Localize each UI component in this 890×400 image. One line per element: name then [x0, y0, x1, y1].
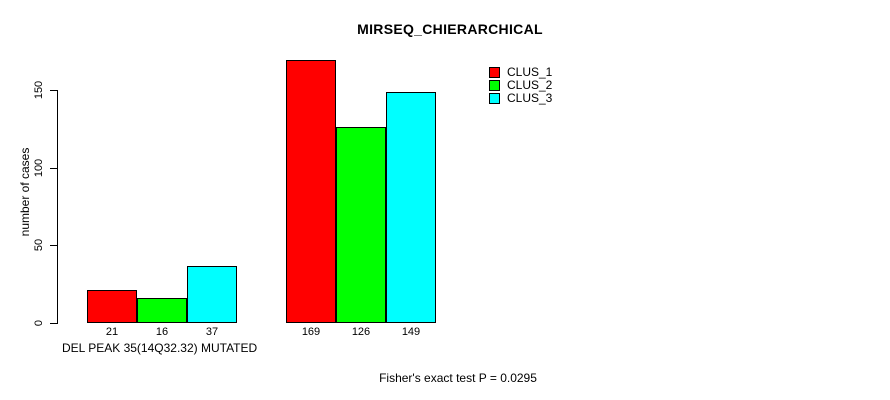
bar-value-label: 169	[301, 326, 321, 338]
legend-swatch-clus_3	[489, 92, 500, 104]
legend-swatch-clus_2	[489, 79, 500, 91]
legend: CLUS_1 CLUS_2 CLUS_3	[489, 65, 553, 105]
y-tick-label: 0	[33, 319, 45, 327]
legend-row-clus_2: CLUS_2	[489, 78, 553, 92]
bar-value-label: 126	[351, 326, 371, 338]
legend-label: CLUS_2	[507, 78, 553, 92]
bar-clus_3-group-2	[386, 92, 436, 323]
y-tick-label: 100	[33, 158, 45, 178]
x-axis-label: DEL PEAK 35(14Q32.32) MUTATED	[62, 341, 258, 355]
bar-clus_3-group-1	[187, 266, 237, 323]
y-axis-line	[57, 90, 58, 324]
bar-value-label: 16	[155, 326, 169, 338]
y-tick-label: 150	[33, 80, 45, 100]
bar-value-label: 37	[205, 326, 219, 338]
legend-swatch-clus_1	[489, 66, 500, 78]
y-tick	[50, 90, 58, 91]
legend-row-clus_1: CLUS_1	[489, 65, 553, 79]
bar-clus_2-group-2	[336, 127, 386, 323]
y-tick	[50, 168, 58, 169]
y-tick	[50, 245, 58, 246]
y-tick	[50, 323, 58, 324]
bar-clus_1-group-2	[286, 60, 336, 323]
annotation-fishers-test: Fisher's exact test P = 0.0295	[379, 371, 537, 385]
bar-clus_1-group-1	[87, 290, 137, 323]
bar-clus_2-group-1	[137, 298, 187, 323]
legend-label: CLUS_1	[507, 65, 553, 79]
legend-row-clus_3: CLUS_3	[489, 91, 553, 105]
chart-title: MIRSEQ_CHIERARCHICAL	[357, 21, 543, 37]
y-axis-label: number of cases	[18, 147, 32, 237]
bar-value-label: 21	[105, 326, 119, 338]
y-tick-label: 50	[33, 238, 45, 252]
bar-value-label: 149	[401, 326, 421, 338]
legend-label: CLUS_3	[507, 91, 553, 105]
